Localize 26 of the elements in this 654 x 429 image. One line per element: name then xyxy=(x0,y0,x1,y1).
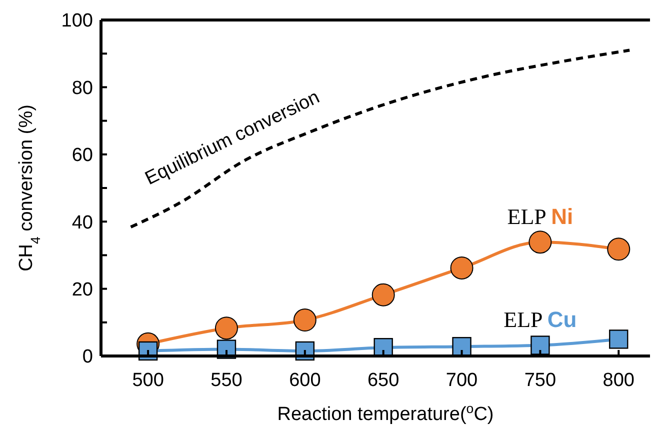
point xyxy=(450,256,474,280)
x-tick-label: 500 xyxy=(132,370,164,391)
y-tick-label: 60 xyxy=(72,145,93,166)
point xyxy=(530,336,550,355)
x-tick-label: 600 xyxy=(289,370,321,391)
point xyxy=(528,230,552,254)
series-label: ELP Cu xyxy=(504,307,577,332)
x-tick-label: 800 xyxy=(602,370,634,391)
x-tick-label: 750 xyxy=(524,370,556,391)
point xyxy=(372,283,395,306)
line-series xyxy=(129,48,632,228)
point xyxy=(607,238,630,261)
y-tick-label: 20 xyxy=(72,279,93,300)
point xyxy=(609,330,628,349)
point xyxy=(214,316,238,340)
x-axis-title: Reaction temperature($^{o}$C) xyxy=(277,400,494,425)
y-tick-label: 80 xyxy=(72,78,93,99)
x-tick-label: 700 xyxy=(446,370,478,391)
y-tick-label: 0 xyxy=(82,346,93,368)
point xyxy=(452,336,472,356)
y-tick-label: 40 xyxy=(72,212,93,234)
x-tick-label: 550 xyxy=(210,370,242,391)
x-tick-label: 650 xyxy=(367,370,400,391)
point xyxy=(293,308,316,332)
y-tick-label: 100 xyxy=(61,10,93,32)
series-label: ELP Ni xyxy=(507,204,574,230)
